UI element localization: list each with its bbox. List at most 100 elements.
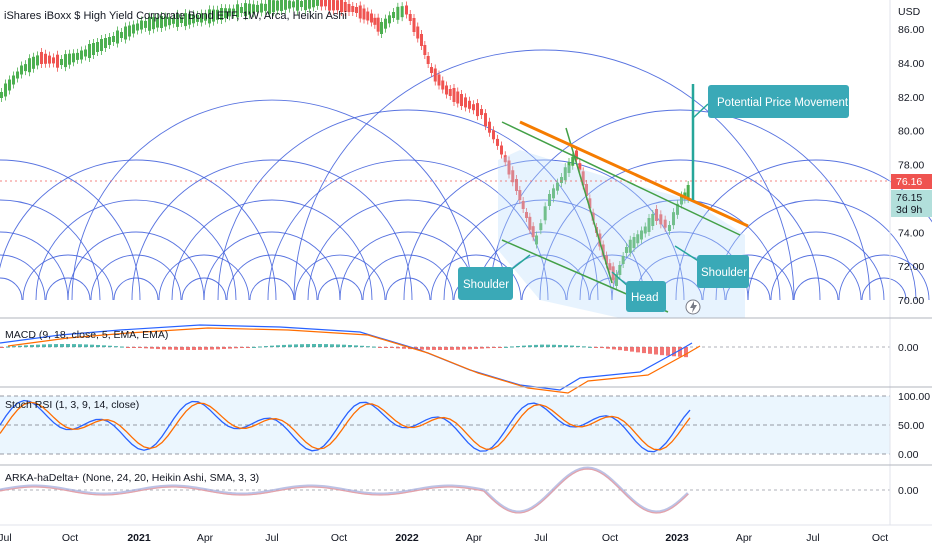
macd-histogram-bar [222,347,226,350]
candle-body [140,20,143,30]
right-shoulder-callout[interactable]: Shoulder [697,255,749,288]
candle-body [264,3,267,11]
macd-histogram-bar [12,346,16,348]
macd-histogram-bar [108,345,112,347]
price-tick-label: 78.00 [898,160,924,172]
arc [539,159,821,301]
candle-body [647,218,651,232]
candle-body [575,150,578,160]
candle-body [24,64,27,72]
candle-body [484,113,487,127]
macd-histogram-bar [192,347,196,350]
candle-body [40,52,43,64]
time-tick-label: 2022 [395,532,419,544]
macd-histogram-bar [612,347,616,350]
candle-body [188,13,191,25]
macd-histogram-bar [24,345,28,347]
candle-body [511,170,515,183]
macd-histogram-bar [180,347,184,350]
candle-body [668,225,671,231]
arka-line [0,468,689,514]
candle-body [608,263,612,271]
macd-histogram-bar [504,346,508,348]
candle-body [503,155,507,163]
macd-histogram-bar [648,347,652,354]
last-price-text: 76.16 [896,176,922,188]
candle-body [437,74,441,86]
candle-body [420,34,423,46]
macd-histogram-bar [642,347,646,354]
candle-body [96,42,99,52]
macd-histogram-bar [198,347,202,350]
candle-body [416,26,420,39]
candle-body [60,59,63,65]
candle-body [521,201,525,209]
macd-histogram-bar [588,346,592,348]
candle-body [304,0,307,11]
arc [90,254,182,301]
stoch-rsi-label: Stoch RSI (1, 3, 9, 14, close) [5,399,139,411]
stoch-tick-label: 100.00 [898,391,930,403]
arc [0,159,141,301]
candle-body [236,4,239,18]
candle-body [552,188,555,199]
candle-body [535,235,538,245]
macd-histogram-bar [636,347,640,353]
candle-body [0,92,3,98]
macd-histogram-bar [342,344,346,347]
current-price-tag: 76.15 3d 9h [891,190,932,217]
candle-body [320,0,323,7]
candle-body [156,17,159,28]
candle-body [351,6,355,12]
macd-histogram-bar [264,346,268,348]
left-shoulder-callout[interactable]: Shoulder [458,267,513,300]
macd-histogram-bar [624,347,628,351]
arka-band [0,466,690,514]
arc [747,231,885,301]
candle-body [676,203,679,215]
last-price-tag: 76.16 [891,174,932,189]
candle-body [116,30,119,44]
macd-histogram-bar [354,345,358,347]
macd-histogram-bar [402,347,406,349]
candle-body [686,185,690,199]
lightning-icon[interactable] [685,299,701,315]
macd-histogram-bar [282,344,286,347]
candle-body [196,14,199,22]
pattern-overlays [0,84,890,318]
indicator-panes: 0.00 100.00 50.00 0.00 0.00 [0,324,930,514]
macd-histogram-bar [228,347,232,349]
current-price-text: 76.15 [896,192,922,204]
candle-body [148,16,151,31]
macd-histogram-bar [234,347,238,349]
head-callout[interactable]: Head [626,281,666,312]
macd-histogram-bar [252,346,256,348]
callout-pointer [692,103,709,119]
time-tick-label: Oct [62,532,78,544]
arc [217,109,599,301]
callout-pointer [674,245,701,263]
arc [181,277,227,301]
macd-histogram-bar [294,344,298,347]
candle-body [563,167,567,181]
candle-body [488,121,491,133]
arc [838,254,930,301]
candle-body [507,160,511,175]
candle-body [16,71,19,79]
time-tick-label: Oct [602,532,618,544]
candle-body [36,55,39,66]
candle-body [336,0,339,11]
macd-histogram-bar [276,345,280,347]
time-tick-label: Jul [806,532,819,544]
time-tick-label: Apr [466,532,483,544]
candle-body [216,9,219,20]
candle-body [232,8,235,15]
candle-body [212,9,215,22]
candle-body [280,0,283,11]
candle-body [80,50,83,60]
stoch-tick-label: 50.00 [898,420,924,432]
candle-body [640,230,643,240]
potential-move-callout[interactable]: Potential Price Movement [708,85,849,118]
macd-histogram-bar [42,344,46,347]
